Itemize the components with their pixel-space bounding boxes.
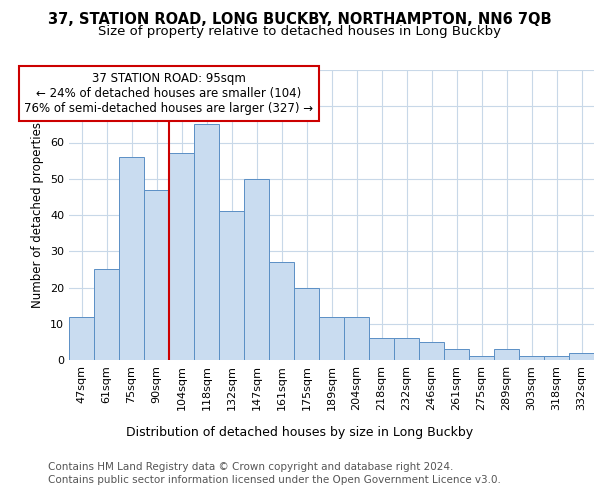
Text: 37, STATION ROAD, LONG BUCKBY, NORTHAMPTON, NN6 7QB: 37, STATION ROAD, LONG BUCKBY, NORTHAMPT… [48, 12, 552, 28]
Bar [344, 316, 369, 360]
Bar [419, 342, 444, 360]
Bar [494, 349, 519, 360]
Bar [144, 190, 169, 360]
Y-axis label: Number of detached properties: Number of detached properties [31, 122, 44, 308]
Bar [544, 356, 569, 360]
Bar [394, 338, 419, 360]
Text: Size of property relative to detached houses in Long Buckby: Size of property relative to detached ho… [98, 25, 502, 38]
Bar [219, 212, 244, 360]
Bar [444, 349, 469, 360]
Bar [569, 353, 594, 360]
Text: Contains public sector information licensed under the Open Government Licence v3: Contains public sector information licen… [48, 475, 501, 485]
Bar [269, 262, 294, 360]
Bar [294, 288, 319, 360]
Bar [469, 356, 494, 360]
Bar [94, 270, 119, 360]
Bar [194, 124, 219, 360]
Bar [69, 316, 94, 360]
Bar [244, 179, 269, 360]
Bar [519, 356, 544, 360]
Text: 37 STATION ROAD: 95sqm
← 24% of detached houses are smaller (104)
76% of semi-de: 37 STATION ROAD: 95sqm ← 24% of detached… [25, 72, 314, 115]
Text: Contains HM Land Registry data © Crown copyright and database right 2024.: Contains HM Land Registry data © Crown c… [48, 462, 454, 472]
Bar [169, 154, 194, 360]
Bar [319, 316, 344, 360]
Bar [119, 157, 144, 360]
Bar [369, 338, 394, 360]
Text: Distribution of detached houses by size in Long Buckby: Distribution of detached houses by size … [127, 426, 473, 439]
